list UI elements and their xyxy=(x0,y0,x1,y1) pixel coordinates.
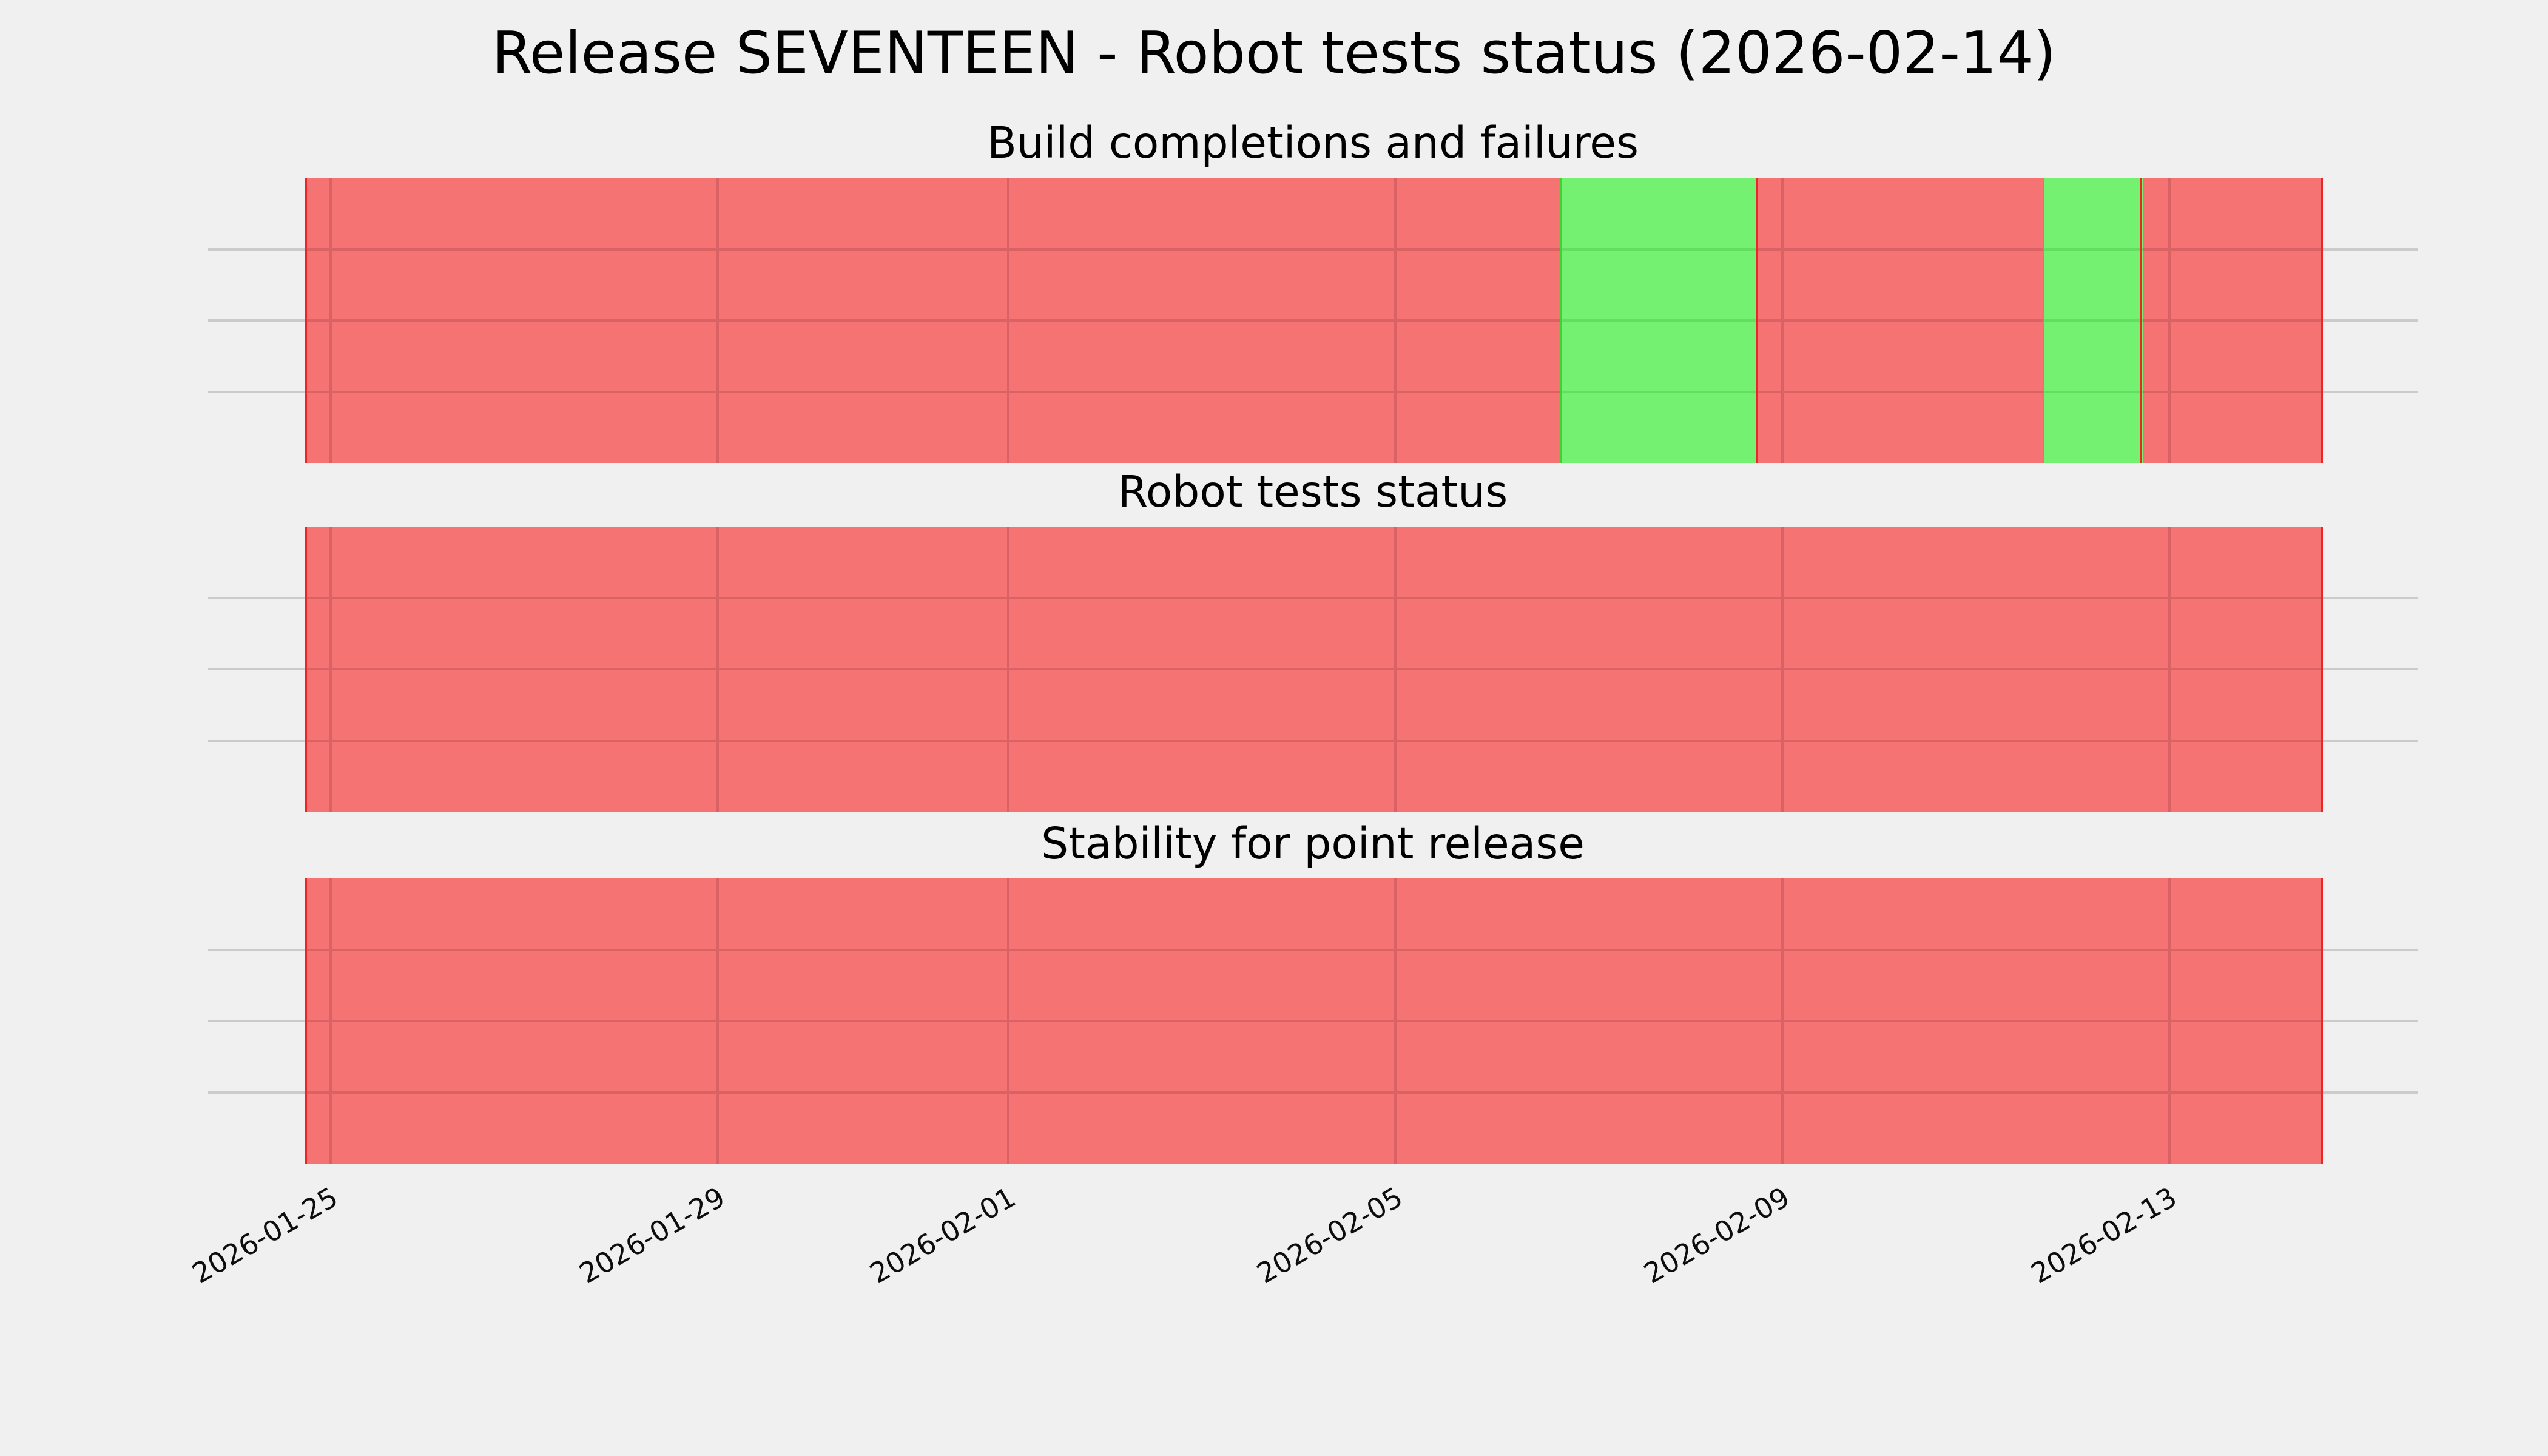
status-segment-success xyxy=(2043,178,2143,463)
y-gridline-through-band xyxy=(305,739,2324,742)
band-outer-edge xyxy=(305,878,307,1164)
date-gridline-seam xyxy=(716,878,719,1164)
date-gridline-seam xyxy=(2168,527,2171,812)
x-tick-label: 2026-02-09 xyxy=(1638,1181,1795,1290)
y-gridline-through-band xyxy=(305,668,2324,670)
date-gridline-seam xyxy=(1007,527,1010,812)
y-gridline-through-success xyxy=(2044,319,2143,322)
y-gridline-through-band xyxy=(305,319,2324,322)
status-band xyxy=(305,878,2324,1164)
date-gridline-seam xyxy=(1007,178,1010,463)
date-gridline-seam xyxy=(1394,178,1397,463)
band-outer-edge xyxy=(2321,878,2324,1164)
x-tick-label: 2026-02-01 xyxy=(864,1181,1022,1290)
y-gridline-through-band xyxy=(305,248,2324,251)
date-gridline-seam xyxy=(1394,878,1397,1164)
date-gridline-seam xyxy=(1781,527,1784,812)
x-tick-label: 2026-02-13 xyxy=(2025,1181,2182,1290)
y-gridline-through-band xyxy=(305,948,2324,951)
band-outer-edge xyxy=(305,178,307,463)
panel-title: Robot tests status xyxy=(1117,467,1508,517)
band-outer-edge xyxy=(2321,178,2324,463)
panel-axes xyxy=(208,178,2418,463)
y-gridline-through-band xyxy=(305,1091,2324,1094)
date-gridline-seam xyxy=(1394,527,1397,812)
y-gridline-through-band xyxy=(305,1020,2324,1022)
y-gridline-through-success xyxy=(2044,248,2143,251)
y-gridline-through-band xyxy=(305,596,2324,599)
status-segment-success xyxy=(1560,178,1759,463)
date-gridline-seam xyxy=(2168,878,2171,1164)
date-gridline-seam xyxy=(1781,178,1784,463)
y-gridline-through-success xyxy=(1562,248,1759,251)
x-tick-label: 2026-02-05 xyxy=(1251,1181,1408,1290)
date-gridline-seam xyxy=(716,527,719,812)
date-gridline-seam xyxy=(329,878,332,1164)
y-gridline-through-success xyxy=(1562,390,1759,393)
date-gridline-seam xyxy=(329,178,332,463)
band-outer-edge xyxy=(2321,527,2324,812)
date-gridline-seam xyxy=(1007,878,1010,1164)
y-gridline-through-success xyxy=(2044,390,2143,393)
panel-axes xyxy=(208,527,2418,812)
y-gridline-through-band xyxy=(305,390,2324,393)
date-gridline-seam xyxy=(329,527,332,812)
status-band xyxy=(305,527,2324,812)
status-band xyxy=(305,178,2324,463)
failure-segment-edge xyxy=(2140,178,2143,463)
date-gridline-seam xyxy=(716,178,719,463)
x-tick-label: 2026-01-29 xyxy=(573,1181,730,1290)
y-gridline-through-success xyxy=(1562,319,1759,322)
panel-axes xyxy=(208,878,2418,1164)
date-gridline-seam xyxy=(1781,878,1784,1164)
band-outer-edge xyxy=(305,527,307,812)
panel-title: Stability for point release xyxy=(1041,818,1585,869)
panel-title: Build completions and failures xyxy=(987,118,1639,168)
date-gridline-seam xyxy=(2168,178,2171,463)
x-tick-label: 2026-01-25 xyxy=(186,1181,344,1290)
figure-title: Release SEVENTEEN - Robot tests status (… xyxy=(492,20,2056,87)
failure-segment-edge xyxy=(1756,178,1758,463)
